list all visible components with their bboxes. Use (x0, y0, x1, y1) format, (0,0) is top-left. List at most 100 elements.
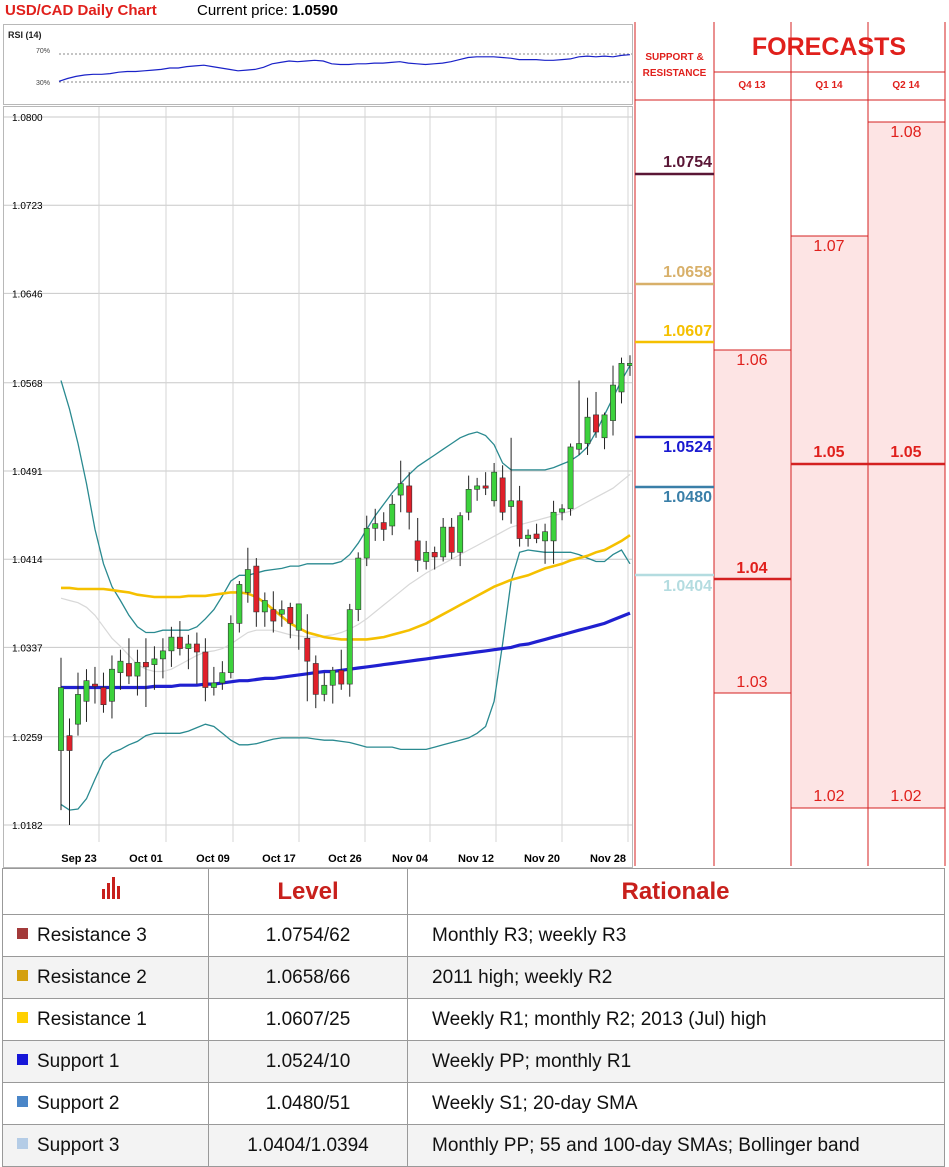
candle (202, 638, 209, 702)
candle (193, 632, 200, 685)
candle (92, 666, 98, 704)
candle (346, 603, 353, 697)
row-name-cell: Support 1 (2, 1040, 209, 1083)
candle (610, 365, 616, 436)
x-tick-label: Sep 23 (61, 853, 96, 865)
candle-body (278, 609, 285, 615)
sr-level-r1: 1.0607 (663, 323, 712, 340)
x-tick-label: Oct 01 (129, 853, 163, 865)
rsi-panel: RSI (14) 70% 30% (3, 24, 633, 105)
table-row: Resistance 2 1.0658/66 2011 high; weekly… (2, 956, 945, 999)
candle-body (134, 662, 141, 677)
candle-body (491, 471, 498, 502)
x-tick-label: Oct 09 (196, 853, 230, 865)
rsi-line (58, 54, 631, 82)
row-rationale: Weekly S1; 20-day SMA (407, 1082, 945, 1125)
candle-body (610, 384, 616, 421)
candle-body (559, 508, 565, 513)
candle (372, 508, 379, 541)
candle-body (372, 523, 379, 529)
row-level: 1.0658/66 (208, 956, 408, 999)
candle-body (474, 485, 481, 490)
forecast-q2-mid: 1.05 (890, 444, 922, 461)
y-tick-label: 1.0182 (12, 821, 43, 832)
rsi-chart: RSI (14) 70% 30% (8, 30, 632, 87)
table-row: Resistance 1 1.0607/25 Weekly R1; monthl… (2, 998, 945, 1041)
candle-body (100, 687, 107, 706)
y-tick-label: 1.0568 (12, 379, 43, 390)
candle (397, 460, 404, 513)
candle-body (117, 660, 124, 673)
candle (151, 646, 158, 690)
candle-body (168, 636, 175, 652)
candle-body (508, 500, 515, 507)
candle (100, 672, 107, 713)
candle (176, 621, 183, 656)
sma-55-line (61, 534, 631, 641)
candle-body (92, 683, 98, 687)
candle (584, 397, 591, 455)
row-name-cell: Support 3 (2, 1124, 209, 1167)
candle-body (448, 526, 455, 553)
row-level: 1.0607/25 (208, 998, 408, 1041)
y-tick-label: 1.0491 (12, 467, 43, 478)
candle (380, 512, 387, 541)
candle-body (329, 670, 336, 686)
table-row: Support 2 1.0480/51 Weekly S1; 20-day SM… (2, 1082, 945, 1125)
table-header-row: Level Rationale (2, 868, 945, 915)
bar-chart-icon (102, 877, 120, 899)
sr-level-s1: 1.0524 (663, 439, 712, 456)
candle-body (516, 500, 523, 539)
candle-body (363, 527, 370, 559)
candle (295, 603, 302, 650)
candle (525, 529, 532, 547)
row-name: Resistance 1 (37, 1008, 147, 1030)
current-price: Current price: 1.0590 (197, 2, 338, 19)
candle (168, 626, 175, 667)
candle (185, 634, 192, 670)
candle-body (542, 531, 549, 542)
rsi-lower-label: 30% (36, 80, 50, 87)
candle (287, 602, 294, 639)
row-level: 1.0480/51 (208, 1082, 408, 1125)
candle (142, 638, 149, 707)
table-row: Support 1 1.0524/10 Weekly PP; monthly R… (2, 1040, 945, 1083)
chart-title: USD/CAD Daily Chart (5, 2, 157, 19)
candle (227, 615, 234, 679)
candle (58, 657, 64, 811)
candle-body (142, 662, 149, 668)
candle (329, 666, 336, 704)
forecast-q2-high: 1.08 (890, 124, 922, 141)
candle (134, 649, 141, 696)
candle-body (567, 446, 574, 510)
candle (321, 672, 328, 702)
candle-body (440, 526, 447, 558)
row-rationale: Weekly R1; monthly R2; 2013 (Jul) high (407, 998, 945, 1041)
candle-body (406, 485, 413, 513)
row-name: Resistance 3 (37, 924, 147, 946)
forecast-q4-mid: 1.04 (736, 560, 768, 577)
y-tick-label: 1.0259 (12, 733, 43, 744)
candle-body (287, 607, 294, 624)
candle (278, 600, 285, 627)
bollinger-mid-line (60, 473, 631, 673)
sr-level-r2: 1.0658 (663, 264, 712, 281)
candle (83, 669, 90, 722)
candle-body (253, 565, 260, 613)
candle (355, 552, 362, 622)
candle-body (304, 637, 311, 662)
candle (304, 614, 311, 702)
candle-body (499, 477, 506, 513)
forecast-q1-mid: 1.05 (813, 444, 845, 461)
quarter-label-q2-14: Q2 14 (892, 80, 920, 91)
forecast-range-box (714, 350, 791, 693)
candle (465, 475, 472, 521)
candle-body (193, 643, 200, 653)
table-header-level: Level (208, 868, 408, 915)
candle (533, 523, 540, 544)
candle-body (202, 651, 209, 688)
candle (559, 504, 565, 521)
row-name: Support 3 (37, 1134, 120, 1156)
x-tick-label: Oct 17 (262, 853, 296, 865)
candle-body (58, 687, 64, 751)
